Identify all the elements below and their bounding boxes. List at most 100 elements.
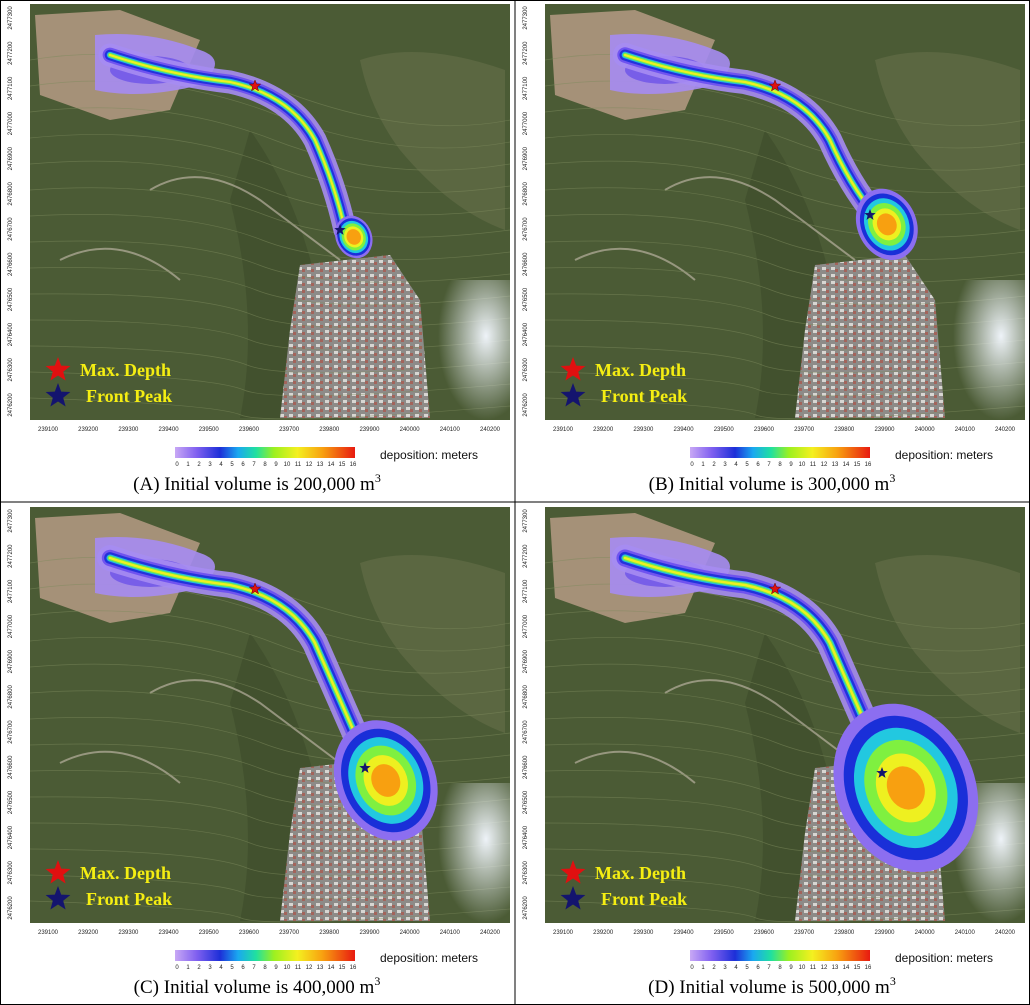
colorbar-tick: 14 bbox=[328, 462, 335, 468]
colorbar-tick: 3 bbox=[208, 965, 212, 971]
colorbar-tick: 7 bbox=[767, 965, 771, 971]
y-tick-label: 2477000 bbox=[8, 614, 14, 638]
y-tick-label: 2476500 bbox=[523, 790, 529, 814]
colorbar-tick: 16 bbox=[350, 965, 357, 971]
x-tick-label: 239500 bbox=[714, 427, 735, 433]
colorbar-tick: 10 bbox=[284, 965, 291, 971]
y-tick-label: 2476600 bbox=[8, 252, 14, 276]
colorbar bbox=[175, 447, 355, 458]
colorbar-tick: 7 bbox=[767, 462, 771, 468]
x-tick-label: 240200 bbox=[995, 427, 1016, 433]
x-tick-label: 239800 bbox=[319, 930, 340, 936]
colorbar-tick: 2 bbox=[197, 965, 201, 971]
colorbar-tick: 15 bbox=[339, 462, 346, 468]
map bbox=[545, 4, 1025, 420]
caption-text: (C) Initial volume is 400,000 m bbox=[134, 977, 375, 998]
x-tick-label: 239200 bbox=[593, 427, 614, 433]
x-tick-label: 240100 bbox=[955, 930, 976, 936]
colorbar-tick: 9 bbox=[274, 462, 278, 468]
caption: (D) Initial volume is 500,000 m3 bbox=[648, 974, 896, 998]
y-tick-label: 2477100 bbox=[523, 76, 529, 100]
y-tick-label: 2477300 bbox=[523, 509, 529, 533]
y-tick-label: 2476800 bbox=[523, 685, 529, 709]
colorbar-label: deposition: meters bbox=[380, 951, 478, 965]
colorbar-tick: 4 bbox=[219, 965, 223, 971]
legend-label: Max. Depth bbox=[595, 360, 686, 380]
y-tick-label: 2477300 bbox=[8, 509, 14, 533]
y-tick-label: 2477200 bbox=[8, 544, 14, 568]
x-tick-label: 239100 bbox=[553, 930, 574, 936]
legend-label: Front Peak bbox=[601, 889, 687, 909]
colorbar-tick: 16 bbox=[865, 462, 872, 468]
caption-superscript: 3 bbox=[375, 471, 381, 485]
x-tick-label: 239800 bbox=[319, 427, 340, 433]
y-tick-label: 2477200 bbox=[523, 544, 529, 568]
colorbar bbox=[690, 447, 870, 458]
x-tick-label: 239700 bbox=[794, 427, 815, 433]
colorbar-tick: 15 bbox=[854, 965, 861, 971]
y-tick-label: 2477200 bbox=[8, 41, 14, 65]
colorbar bbox=[175, 950, 355, 961]
x-tick-label: 240200 bbox=[480, 930, 501, 936]
x-tick-label: 239700 bbox=[279, 930, 300, 936]
y-tick-label: 2476200 bbox=[523, 393, 529, 417]
x-tick-label: 239400 bbox=[159, 427, 180, 433]
caption-superscript: 3 bbox=[890, 974, 896, 988]
x-tick-label: 239700 bbox=[794, 930, 815, 936]
colorbar-tick: 0 bbox=[175, 965, 179, 971]
colorbar-tick: 15 bbox=[854, 462, 861, 468]
y-tick-label: 2476900 bbox=[8, 649, 14, 673]
colorbar-tick: 16 bbox=[865, 965, 872, 971]
x-tick-label: 239300 bbox=[633, 930, 654, 936]
y-tick-label: 2476800 bbox=[8, 685, 14, 709]
colorbar-tick: 14 bbox=[328, 965, 335, 971]
colorbar-tick: 14 bbox=[843, 965, 850, 971]
colorbar-tick: 1 bbox=[186, 965, 190, 971]
caption: (B) Initial volume is 300,000 m3 bbox=[649, 471, 896, 495]
colorbar-tick: 1 bbox=[186, 462, 190, 468]
caption-text: (D) Initial volume is 500,000 m bbox=[648, 977, 890, 998]
colorbar-tick: 10 bbox=[284, 462, 291, 468]
y-tick-label: 2476700 bbox=[8, 720, 14, 744]
y-tick-label: 2476500 bbox=[8, 287, 14, 311]
colorbar-tick: 12 bbox=[306, 462, 313, 468]
x-tick-label: 239200 bbox=[78, 930, 99, 936]
x-tick-label: 239200 bbox=[78, 427, 99, 433]
y-tick-label: 2477200 bbox=[523, 41, 529, 65]
figure: 2391002392002393002394002395002396002397… bbox=[0, 0, 1030, 1005]
colorbar-tick: 5 bbox=[745, 965, 749, 971]
caption-superscript: 3 bbox=[374, 974, 380, 988]
colorbar-tick: 6 bbox=[756, 462, 760, 468]
colorbar-tick: 4 bbox=[734, 965, 738, 971]
x-tick-label: 239300 bbox=[633, 427, 654, 433]
y-tick-label: 2476600 bbox=[523, 755, 529, 779]
legend-label: Max. Depth bbox=[80, 360, 171, 380]
legend-label: Max. Depth bbox=[595, 863, 686, 883]
colorbar-tick: 2 bbox=[197, 462, 201, 468]
colorbar-tick: 8 bbox=[263, 965, 267, 971]
colorbar-tick: 15 bbox=[339, 965, 346, 971]
y-tick-label: 2476500 bbox=[523, 287, 529, 311]
colorbar-tick: 8 bbox=[778, 462, 782, 468]
colorbar-tick: 3 bbox=[723, 462, 727, 468]
x-tick-label: 239900 bbox=[359, 427, 380, 433]
y-tick-label: 2476400 bbox=[8, 825, 14, 849]
colorbar-tick: 11 bbox=[295, 462, 302, 468]
x-tick-label: 240000 bbox=[915, 930, 936, 936]
colorbar-tick: 5 bbox=[745, 462, 749, 468]
y-tick-label: 2476900 bbox=[523, 146, 529, 170]
x-tick-label: 239300 bbox=[118, 427, 139, 433]
x-tick-label: 239600 bbox=[239, 930, 260, 936]
x-tick-label: 239500 bbox=[199, 427, 220, 433]
y-tick-label: 2476200 bbox=[523, 896, 529, 920]
colorbar-tick: 11 bbox=[810, 462, 817, 468]
map bbox=[30, 4, 510, 420]
colorbar-tick: 4 bbox=[734, 462, 738, 468]
x-tick-label: 240000 bbox=[915, 427, 936, 433]
x-tick-label: 239500 bbox=[199, 930, 220, 936]
y-tick-label: 2476400 bbox=[523, 322, 529, 346]
colorbar-tick: 3 bbox=[208, 462, 212, 468]
x-tick-label: 239900 bbox=[874, 930, 895, 936]
